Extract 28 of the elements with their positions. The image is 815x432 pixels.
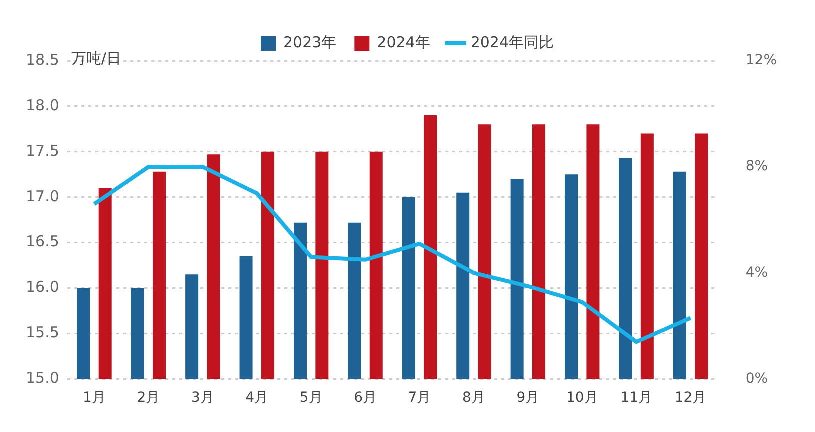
x-tick-label: 12月 (674, 390, 707, 406)
y-tick-label: 15.5 (26, 324, 60, 342)
y-tick-label: 16.0 (26, 278, 60, 296)
y-tick-label: 16.5 (26, 232, 60, 251)
x-tick-label: 3月 (191, 390, 214, 406)
y2-tick-label: 8% (746, 158, 768, 175)
y-tick-label: 18.0 (26, 96, 60, 114)
x-tick-label: 10月 (566, 390, 598, 406)
y-tick-label: 15.0 (26, 369, 60, 388)
y-tick-label: 18.5 (26, 50, 60, 69)
y-tick-label: 17.5 (26, 142, 60, 160)
y2-tick-label: 12% (746, 52, 778, 69)
x-tick-label: 9月 (516, 390, 540, 406)
x-tick-label: 1月 (83, 390, 106, 406)
legend-label: 2024年 (377, 33, 430, 52)
y2-tick-label: 4% (746, 264, 768, 281)
y-axis-title: 万吨/日 (71, 49, 122, 68)
x-tick-label: 2月 (137, 390, 160, 406)
x-tick-label: 5月 (300, 390, 323, 406)
legend-label: 2023年 (283, 33, 337, 52)
x-tick-label: 7月 (408, 390, 432, 406)
x-tick-label: 4月 (246, 390, 269, 406)
x-tick-label: 11月 (620, 390, 652, 406)
y2-tick-label: 0% (746, 370, 768, 387)
y-tick-label: 17.0 (26, 187, 60, 206)
x-tick-label: 6月 (354, 390, 377, 406)
x-tick-label: 8月 (462, 390, 486, 406)
legend-label: 2024年同比 (470, 33, 554, 52)
